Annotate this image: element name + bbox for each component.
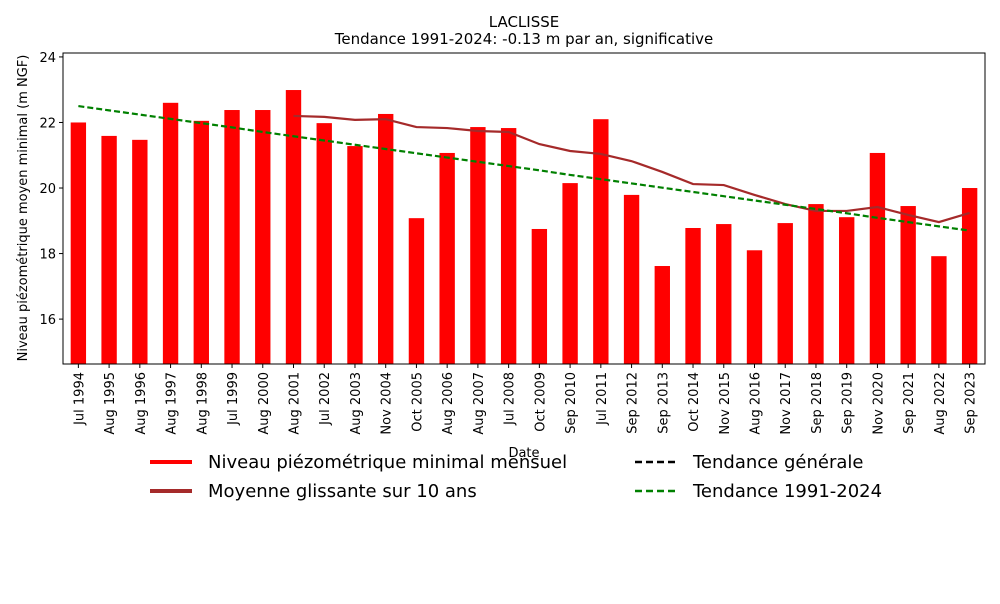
x-tick-label: Oct 2009 xyxy=(533,372,548,432)
x-axis-label: Date xyxy=(508,446,539,461)
x-tick-label: Jul 2002 xyxy=(318,372,333,426)
bar xyxy=(101,135,117,364)
bar xyxy=(900,206,916,364)
x-tick-label: Jul 2008 xyxy=(503,372,518,426)
bar xyxy=(70,122,87,364)
bar xyxy=(716,224,732,364)
y-tick-label: 16 xyxy=(39,313,56,328)
bar xyxy=(931,256,947,364)
bar xyxy=(685,227,701,364)
bar xyxy=(562,183,578,364)
x-tick-label: Sep 2019 xyxy=(841,372,856,434)
x-tick-label: Nov 2017 xyxy=(779,372,794,435)
x-tick-label: Aug 1997 xyxy=(165,372,180,435)
x-tick-label: Jul 2011 xyxy=(595,372,610,426)
x-tick-label: Jul 1999 xyxy=(226,372,241,426)
x-tick-label: Nov 2020 xyxy=(871,372,886,435)
x-tick-label: Aug 1996 xyxy=(134,372,149,435)
chart-subtitle: Tendance 1991-2024: -0.13 m par an, sign… xyxy=(334,30,713,48)
bar xyxy=(500,128,517,364)
bar xyxy=(839,217,855,364)
bar xyxy=(808,204,824,364)
y-tick-label: 18 xyxy=(39,248,56,263)
y-tick-label: 20 xyxy=(39,182,56,197)
bar xyxy=(654,266,670,364)
chart-title: LACLISSE xyxy=(489,13,559,31)
x-tick-label: Aug 1998 xyxy=(195,372,210,435)
x-tick-label: Aug 2000 xyxy=(257,372,272,435)
legend-label: Tendance générale xyxy=(692,452,863,473)
x-tick-label: Aug 2003 xyxy=(349,372,364,435)
bar xyxy=(255,110,271,364)
x-tick-label: Aug 2016 xyxy=(749,372,764,435)
bar xyxy=(439,152,455,364)
x-tick-label: Aug 2022 xyxy=(933,372,948,435)
x-tick-label: Sep 2023 xyxy=(964,372,979,434)
x-tick-label: Oct 2014 xyxy=(687,372,702,432)
line xyxy=(293,114,970,224)
x-tick-label: Sep 2013 xyxy=(656,372,671,434)
x-tick-label: Aug 1995 xyxy=(103,372,118,435)
bar xyxy=(961,188,978,364)
x-tick-label: Oct 2005 xyxy=(410,372,425,432)
x-tick-label: Nov 2004 xyxy=(380,372,395,435)
x-tick-label: Sep 2018 xyxy=(810,372,825,434)
bar xyxy=(224,110,240,364)
bar xyxy=(746,250,763,364)
x-tick-label: Sep 2021 xyxy=(902,372,917,434)
legend-label: Tendance 1991-2024 xyxy=(692,481,882,502)
bar xyxy=(869,152,886,364)
bar xyxy=(285,90,302,364)
x-tick-label: Aug 2006 xyxy=(441,372,456,435)
y-axis-label: Niveau piézométrique moyen minimal (m NG… xyxy=(16,55,31,362)
bar xyxy=(347,146,363,364)
x-tick-label: Nov 2015 xyxy=(718,372,733,435)
y-tick-label: 22 xyxy=(39,116,56,131)
x-tick-label: Sep 2010 xyxy=(564,372,579,434)
legend-label: Moyenne glissante sur 10 ans xyxy=(208,481,477,502)
legend-label: Niveau piézométrique minimal mensuel xyxy=(208,452,567,473)
bar xyxy=(162,102,179,364)
plot-frame xyxy=(62,52,986,365)
bar xyxy=(470,127,486,364)
bar xyxy=(408,218,425,364)
x-tick-label: Aug 2001 xyxy=(288,372,303,435)
x-tick-label: Sep 2012 xyxy=(626,372,641,434)
bar xyxy=(132,139,148,364)
y-tick-label: 24 xyxy=(39,51,56,66)
bar xyxy=(316,123,332,364)
bar xyxy=(378,113,394,365)
x-tick-label: Jul 1994 xyxy=(72,372,87,426)
bar xyxy=(623,194,640,364)
bar xyxy=(777,223,793,364)
bar xyxy=(193,120,209,364)
bar xyxy=(531,228,548,364)
x-tick-label: Aug 2007 xyxy=(472,372,487,435)
line xyxy=(78,105,970,232)
